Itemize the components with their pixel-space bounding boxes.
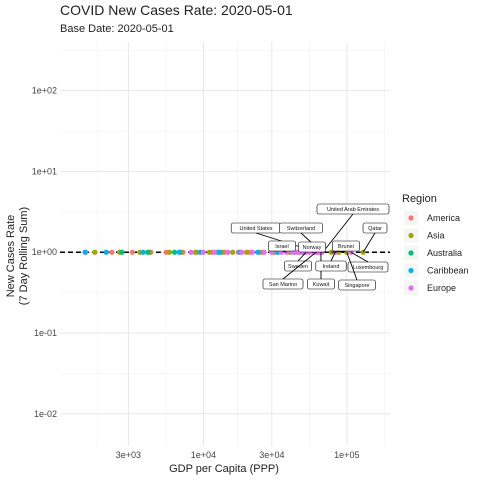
- legend-key-asia: [408, 232, 414, 239]
- y-axis-label-line-1: New Cases Rate: [5, 215, 17, 298]
- annotation-label: United Arab Emirates: [327, 207, 379, 213]
- annotation-box: [298, 241, 326, 253]
- legend-key-caribbean: [408, 267, 414, 274]
- data-point-europe: [249, 249, 256, 255]
- x-tick-label: 3e+04: [259, 450, 284, 460]
- annotation-leader: [282, 251, 317, 280]
- data-point-caribbean: [82, 249, 88, 255]
- legend-key-australia: [408, 250, 414, 256]
- annotation-label: Ireland: [323, 264, 340, 270]
- x-axis-label: GDP per Capita (PPP): [169, 463, 279, 475]
- legend-key-europe: [408, 285, 414, 291]
- annotation-leader: [362, 232, 376, 253]
- chart-title: COVID New Cases Rate: 2020-05-01: [60, 2, 293, 18]
- data-point-asia: [192, 249, 199, 255]
- annotation-box: [332, 240, 360, 252]
- legend-key-america: [408, 215, 414, 221]
- annotation-box: [279, 222, 323, 234]
- legend: Region America Asia Australia Caribbean Euro…: [402, 193, 469, 295]
- legend-label-america: America: [427, 213, 460, 223]
- annotation-leader: [346, 252, 358, 281]
- annotation-box: [268, 240, 296, 252]
- annotation-label: San Marino: [269, 282, 297, 288]
- annotation-label: Israel: [275, 244, 288, 250]
- data-point-europe: [212, 249, 218, 255]
- data-point-america: [129, 249, 136, 255]
- data-point-asia: [92, 249, 98, 255]
- legend-label-europe: Europe: [427, 283, 456, 293]
- annotation-label: Kuwait: [313, 282, 330, 288]
- legend-title: Region: [402, 193, 437, 205]
- annotation-box: [284, 260, 312, 272]
- y-axis-label-line-2: (7 Day Rolling Sum): [18, 207, 30, 305]
- tick-labels: 3e+03 1e+04 3e+04 1e+05 1e+02 1e+01 1e+00 1e-01…: [32, 86, 360, 460]
- data-point-europe: [225, 249, 231, 255]
- annotation-box: [338, 279, 376, 291]
- data-point-caribbean: [217, 249, 223, 255]
- data-point-caribbean: [255, 249, 261, 255]
- annotation-label: Switzerland: [287, 226, 315, 232]
- legend-label-australia: Australia: [427, 248, 462, 258]
- annotation-box: [347, 261, 389, 273]
- annotation-label: Qatar: [368, 226, 382, 232]
- data-point-australia: [119, 249, 125, 255]
- x-tick-label: 3e+03: [116, 450, 141, 460]
- data-point-asia: [206, 249, 212, 255]
- data-point-america: [109, 249, 115, 255]
- y-tick-label: 1e+01: [32, 166, 57, 176]
- annotation-label: Singapore: [344, 283, 369, 289]
- y-tick-label: 1e-01: [34, 328, 57, 338]
- chart-subtitle: Base Date: 2020-05-01: [60, 23, 174, 35]
- annotation-box: [315, 260, 347, 272]
- annotation-leader: [297, 251, 307, 262]
- annotation-label: Brunei: [338, 244, 354, 250]
- data-point-europe: [188, 249, 194, 255]
- data-point-europe: [261, 249, 267, 255]
- legend-label-caribbean: Caribbean: [427, 266, 469, 276]
- data-point-caribbean: [176, 249, 182, 255]
- data-point-australia: [172, 249, 178, 255]
- annotation-box: [262, 278, 304, 290]
- y-tick-label: 1e+02: [32, 86, 57, 96]
- annotation-box: [362, 222, 388, 234]
- y-tick-label: 1e+00: [32, 247, 57, 257]
- annotation-labels: United States Switzerland United Arab Emir…: [230, 203, 390, 291]
- data-point-asia: [243, 249, 250, 255]
- y-tick-label: 1e-02: [34, 409, 57, 419]
- x-tick-label: 1e+05: [334, 450, 359, 460]
- data-point-europe: [239, 249, 245, 255]
- annotation-label: United States: [239, 226, 272, 232]
- annotation-label: Luxembourg: [353, 265, 384, 271]
- data-point-caribbean: [103, 249, 109, 255]
- annotation-leader: [350, 251, 369, 263]
- data-point-asia: [166, 249, 173, 255]
- annotation-label: Norway: [303, 245, 322, 251]
- annotation-leader: [330, 252, 336, 262]
- data-point-europe: [200, 249, 207, 255]
- data-point-australia: [145, 249, 151, 255]
- x-tick-label: 1e+04: [191, 450, 216, 460]
- annotation-box: [307, 278, 335, 290]
- data-point-asia: [230, 249, 236, 255]
- data-point-caribbean: [140, 249, 146, 255]
- legend-label-asia: Asia: [427, 231, 445, 241]
- annotation-leader: [322, 213, 354, 253]
- annotation-box: [316, 203, 390, 215]
